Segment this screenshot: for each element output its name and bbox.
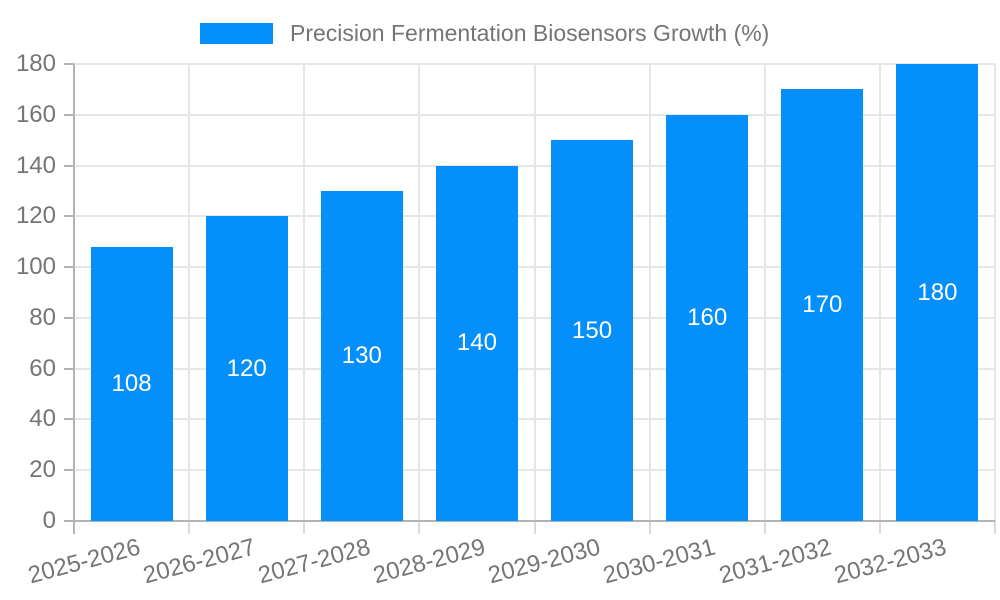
y-axis-tick-label: 60 (29, 354, 56, 382)
v-gridline (994, 64, 996, 521)
y-axis-tick (64, 164, 74, 167)
legend[interactable]: Precision Fermentation Biosensors Growth… (200, 20, 769, 47)
y-axis-tick-label: 160 (15, 100, 56, 128)
x-axis-tick (763, 521, 766, 534)
bar-value-label: 140 (456, 329, 497, 357)
y-axis-tick-label: 180 (15, 50, 56, 77)
y-axis-tick-label: 40 (29, 405, 56, 433)
x-axis-tick-label: 2032-2033 (830, 533, 949, 590)
bar[interactable]: 170 (781, 89, 864, 521)
bar-value-label: 120 (226, 354, 267, 382)
bar-value-label: 150 (572, 316, 613, 344)
y-axis-tick (64, 469, 74, 472)
x-axis-tick (188, 521, 191, 534)
bar-value-label: 108 (111, 369, 152, 397)
y-axis-tick-label: 80 (29, 303, 56, 331)
bar[interactable]: 140 (435, 165, 518, 521)
legend-swatch (200, 23, 273, 44)
x-axis-tick-label: 2026-2027 (140, 533, 259, 590)
x-axis-tick (878, 521, 881, 534)
x-axis-tick-label: 2031-2032 (715, 533, 834, 590)
y-axis-line (73, 64, 75, 534)
bar[interactable]: 180 (896, 64, 979, 521)
y-axis-tick-label: 20 (29, 456, 56, 484)
y-axis-tick-label: 120 (15, 202, 56, 230)
x-axis-tick-label: 2027-2028 (255, 533, 374, 590)
y-axis-tick (64, 215, 74, 218)
bar[interactable]: 160 (666, 114, 749, 521)
y-axis-tick (64, 418, 74, 421)
x-axis-tick-label: 2028-2029 (370, 533, 489, 590)
v-gridline (648, 64, 651, 521)
bar[interactable]: 130 (320, 190, 403, 521)
v-gridline (533, 64, 536, 521)
bar-value-label: 180 (917, 278, 958, 306)
bar-value-label: 130 (341, 341, 382, 369)
x-axis-tick (418, 521, 421, 534)
legend-label: Precision Fermentation Biosensors Growth… (290, 20, 770, 46)
x-axis-tick (994, 521, 996, 534)
x-axis-tick (648, 521, 651, 534)
x-axis-tick-label: 2029-2030 (485, 533, 604, 590)
x-axis-tick-label: 2030-2031 (600, 533, 719, 590)
y-axis-tick (64, 113, 74, 116)
bar[interactable]: 150 (551, 140, 634, 521)
x-axis-line (64, 520, 995, 522)
v-gridline (303, 64, 306, 521)
v-gridline (763, 64, 766, 521)
v-gridline (188, 64, 191, 521)
x-axis-tick (533, 521, 536, 534)
y-axis-tick (64, 63, 74, 65)
bar-value-label: 170 (802, 291, 843, 319)
y-axis-tick (64, 266, 74, 269)
bar-value-label: 160 (687, 303, 728, 331)
v-gridline (418, 64, 421, 521)
x-axis-tick (303, 521, 306, 534)
y-axis-tick (64, 316, 74, 319)
bar[interactable]: 108 (90, 246, 173, 521)
y-axis-tick (64, 367, 74, 370)
y-axis-tick-label: 140 (15, 151, 56, 179)
x-axis-tick-label: 2025-2026 (25, 533, 143, 590)
y-axis-tick-label: 100 (15, 253, 56, 281)
y-axis-tick-label: 0 (42, 507, 56, 534)
bar[interactable]: 120 (205, 216, 288, 521)
v-gridline (878, 64, 881, 521)
